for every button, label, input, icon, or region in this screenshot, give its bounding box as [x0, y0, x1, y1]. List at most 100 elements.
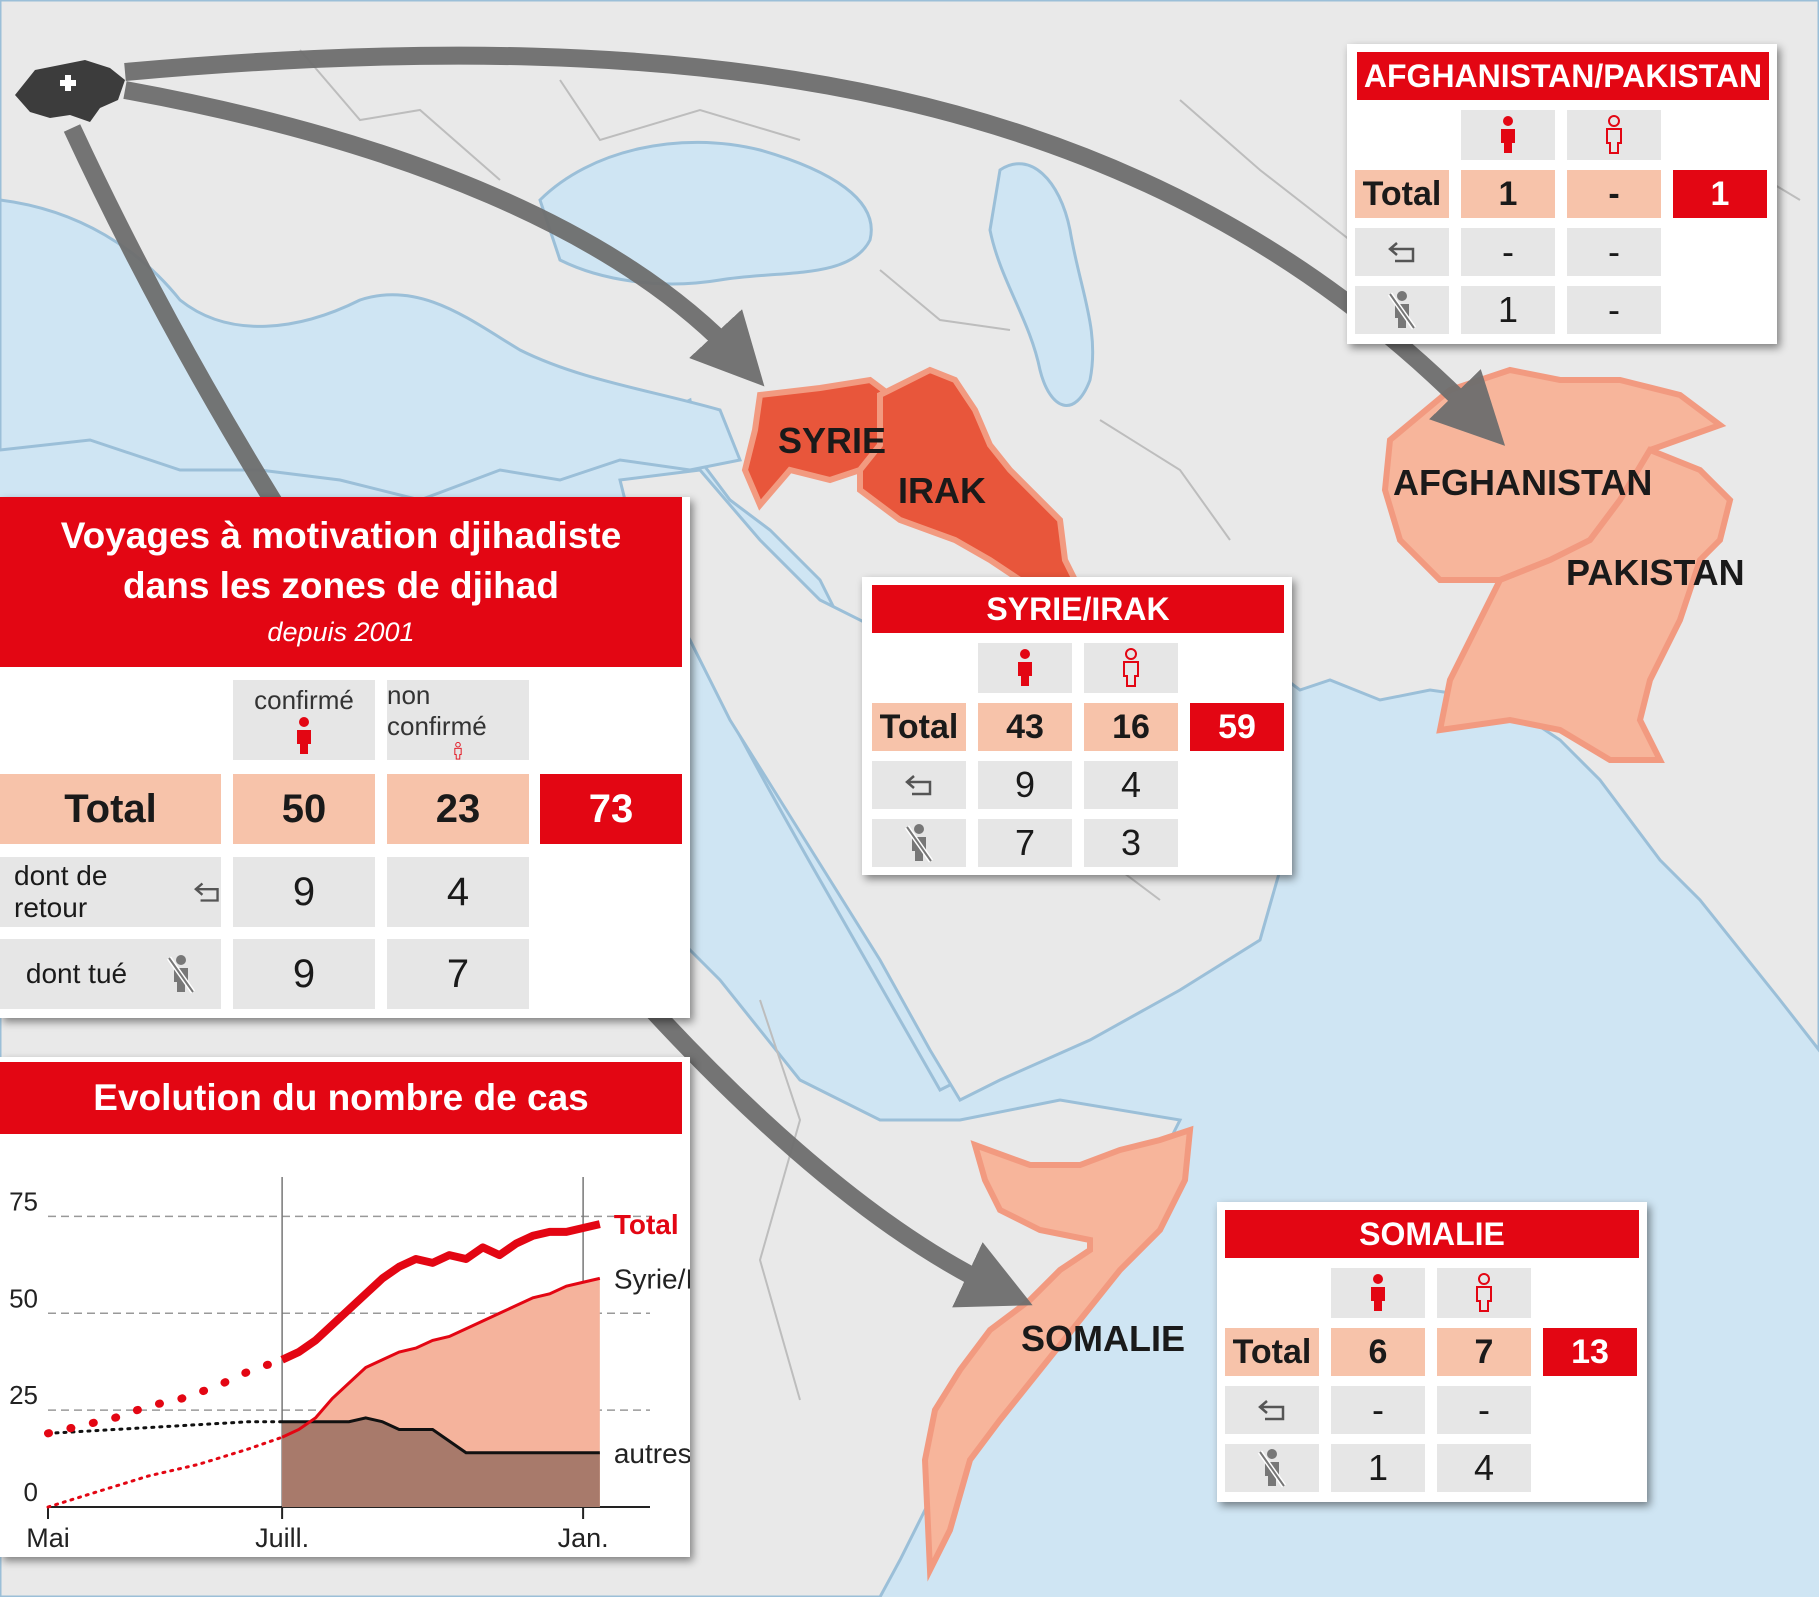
killed-person-icon [1258, 1449, 1286, 1488]
label-afghanistan: AFGHANISTAN [1393, 462, 1653, 503]
main-returned-unconfirmed: 4 [387, 857, 529, 927]
main-panel-subtitle: depuis 2001 [267, 617, 415, 647]
col-confirmed-label: confirmé [254, 684, 354, 715]
ap-total-sum: 1 [1673, 170, 1767, 218]
person-unconfirmed-icon [454, 742, 462, 760]
return-arrow-icon [1388, 242, 1415, 263]
si-header-unconfirmed [1084, 643, 1178, 693]
person-confirmed-icon [1018, 649, 1032, 686]
killed-person-icon [905, 824, 933, 863]
so-returned-unconfirmed: - [1437, 1386, 1531, 1434]
swiss-cross-v [65, 75, 71, 91]
main-killed-label: dont tué [25, 958, 128, 989]
so-returned-confirmed: - [1331, 1386, 1425, 1434]
main-total-confirmed: 50 [233, 774, 375, 844]
ap-killed-confirmed: 1 [1461, 286, 1555, 334]
syria-region [741, 376, 894, 511]
so-returned-icon-cell [1225, 1386, 1319, 1434]
si-returned-unconfirmed: 4 [1084, 761, 1178, 809]
line-autres-zones [282, 1416, 600, 1455]
ap-killed-unconfirmed: - [1567, 286, 1661, 334]
label-somalie: SOMALIE [1021, 1318, 1186, 1359]
ap-returned-confirmed: - [1461, 228, 1555, 276]
si-returned-confirmed: 9 [978, 761, 1072, 809]
so-header-unconfirmed [1437, 1268, 1531, 1318]
si-total-confirmed: 43 [978, 703, 1072, 751]
main-panel-title-line1: Voyages à motivation djihadiste [60, 515, 622, 556]
pakistan-region [1436, 446, 1734, 763]
main-killed-row-label: dont tué [0, 939, 221, 1009]
line-syrie-irak [281, 1276, 601, 1439]
main-panel-header: Voyages à motivation djihadiste dans les… [0, 497, 682, 667]
arrow-to-syria [123, 81, 765, 387]
col-header-unconfirmed: non confirmé [387, 680, 529, 760]
chart-layer: 0255075Mai2013Juill.2014Jan.2016TotalSyr… [9, 1177, 690, 1553]
si-total-unconfirmed: 16 [1084, 703, 1178, 751]
person-unconfirmed-icon [1606, 115, 1622, 154]
killed-person-icon [167, 955, 196, 994]
so-total-sum: 13 [1543, 1328, 1637, 1376]
y-tick-label: 25 [9, 1380, 38, 1410]
iraq-region [857, 366, 1080, 583]
col-unconfirmed-label: non confirmé [387, 680, 487, 741]
main-killed-unconfirmed: 7 [387, 939, 529, 1009]
main-returned-row-label: dont de retour [0, 857, 221, 927]
ap-killed-icon-cell [1355, 286, 1449, 334]
ap-header-confirmed [1461, 110, 1555, 160]
somalie-title: SOMALIE [1225, 1210, 1639, 1258]
person-confirmed-icon [1501, 116, 1515, 153]
si-killed-confirmed: 7 [978, 819, 1072, 867]
evolution-chart: 0255075Mai2013Juill.2014Jan.2016TotalSyr… [9, 1177, 690, 1553]
main-panel-title-line2: dans les zones de djihad [123, 565, 559, 606]
y-tick-label: 50 [9, 1283, 38, 1313]
mediterranean-sea [0, 198, 743, 502]
so-total-confirmed: 6 [1331, 1328, 1425, 1376]
person-confirmed-icon [297, 716, 311, 754]
evolution-chart-panel: Evolution du nombre de cas 0255075Mai201… [0, 1057, 690, 1557]
si-killed-icon-cell [872, 819, 966, 867]
ap-total-label: Total [1355, 170, 1449, 218]
line-syrie-irak-dotted [46, 1435, 284, 1509]
x-tick-label: Juill. [255, 1523, 309, 1553]
x-tick-label: Mai [26, 1523, 70, 1553]
y-tick-label: 75 [9, 1186, 38, 1216]
so-killed-unconfirmed: 4 [1437, 1444, 1531, 1492]
person-unconfirmed-icon [1123, 648, 1139, 687]
so-killed-icon-cell [1225, 1444, 1319, 1492]
label-syrie: SYRIE [778, 420, 887, 461]
afpak-title: AFGHANISTAN/PAKISTAN [1357, 52, 1769, 100]
label-pakistan: PAKISTAN [1566, 552, 1745, 593]
si-returned-icon-cell [872, 761, 966, 809]
si-killed-unconfirmed: 3 [1084, 819, 1178, 867]
return-arrow-icon [905, 775, 932, 796]
syrie-irak-panel: SYRIE/IRAK Total 43 16 59 9 4 7 3 [862, 577, 1292, 875]
legend-autres-zones: autres zones [614, 1438, 690, 1469]
syrie-irak-title: SYRIE/IRAK [872, 585, 1284, 633]
main-total-unconfirmed: 23 [387, 774, 529, 844]
afpak-panel: AFGHANISTAN/PAKISTAN Total 1 - 1 - - 1 - [1347, 44, 1777, 344]
so-header-confirmed [1331, 1268, 1425, 1318]
arrow-to-afpak [124, 46, 1506, 446]
return-arrow-icon [193, 882, 219, 902]
si-header-confirmed [978, 643, 1072, 693]
si-total-label: Total [872, 703, 966, 751]
x-tick-label: Jan. [558, 1523, 609, 1553]
caspian-sea [988, 162, 1095, 407]
so-total-label: Total [1225, 1328, 1319, 1376]
area-autres-zones [282, 1417, 600, 1507]
return-arrow-icon [1258, 1400, 1285, 1421]
main-returned-label: dont de retour [14, 860, 108, 923]
main-total-sum: 73 [540, 774, 682, 844]
ap-header-unconfirmed [1567, 110, 1661, 160]
main-killed-confirmed: 9 [233, 939, 375, 1009]
main-total-label: Total [0, 774, 221, 844]
y-tick-label: 0 [24, 1477, 38, 1507]
line-total [280, 1220, 601, 1364]
ap-total-confirmed: 1 [1461, 170, 1555, 218]
ap-returned-icon-cell [1355, 228, 1449, 276]
legend-total: Total [614, 1209, 679, 1240]
legend-syrie-irak: Syrie/Irak [614, 1263, 690, 1294]
chart-title: Evolution du nombre de cas [0, 1062, 682, 1134]
somalia-region [921, 1125, 1194, 1582]
person-unconfirmed-icon [1476, 1273, 1492, 1312]
